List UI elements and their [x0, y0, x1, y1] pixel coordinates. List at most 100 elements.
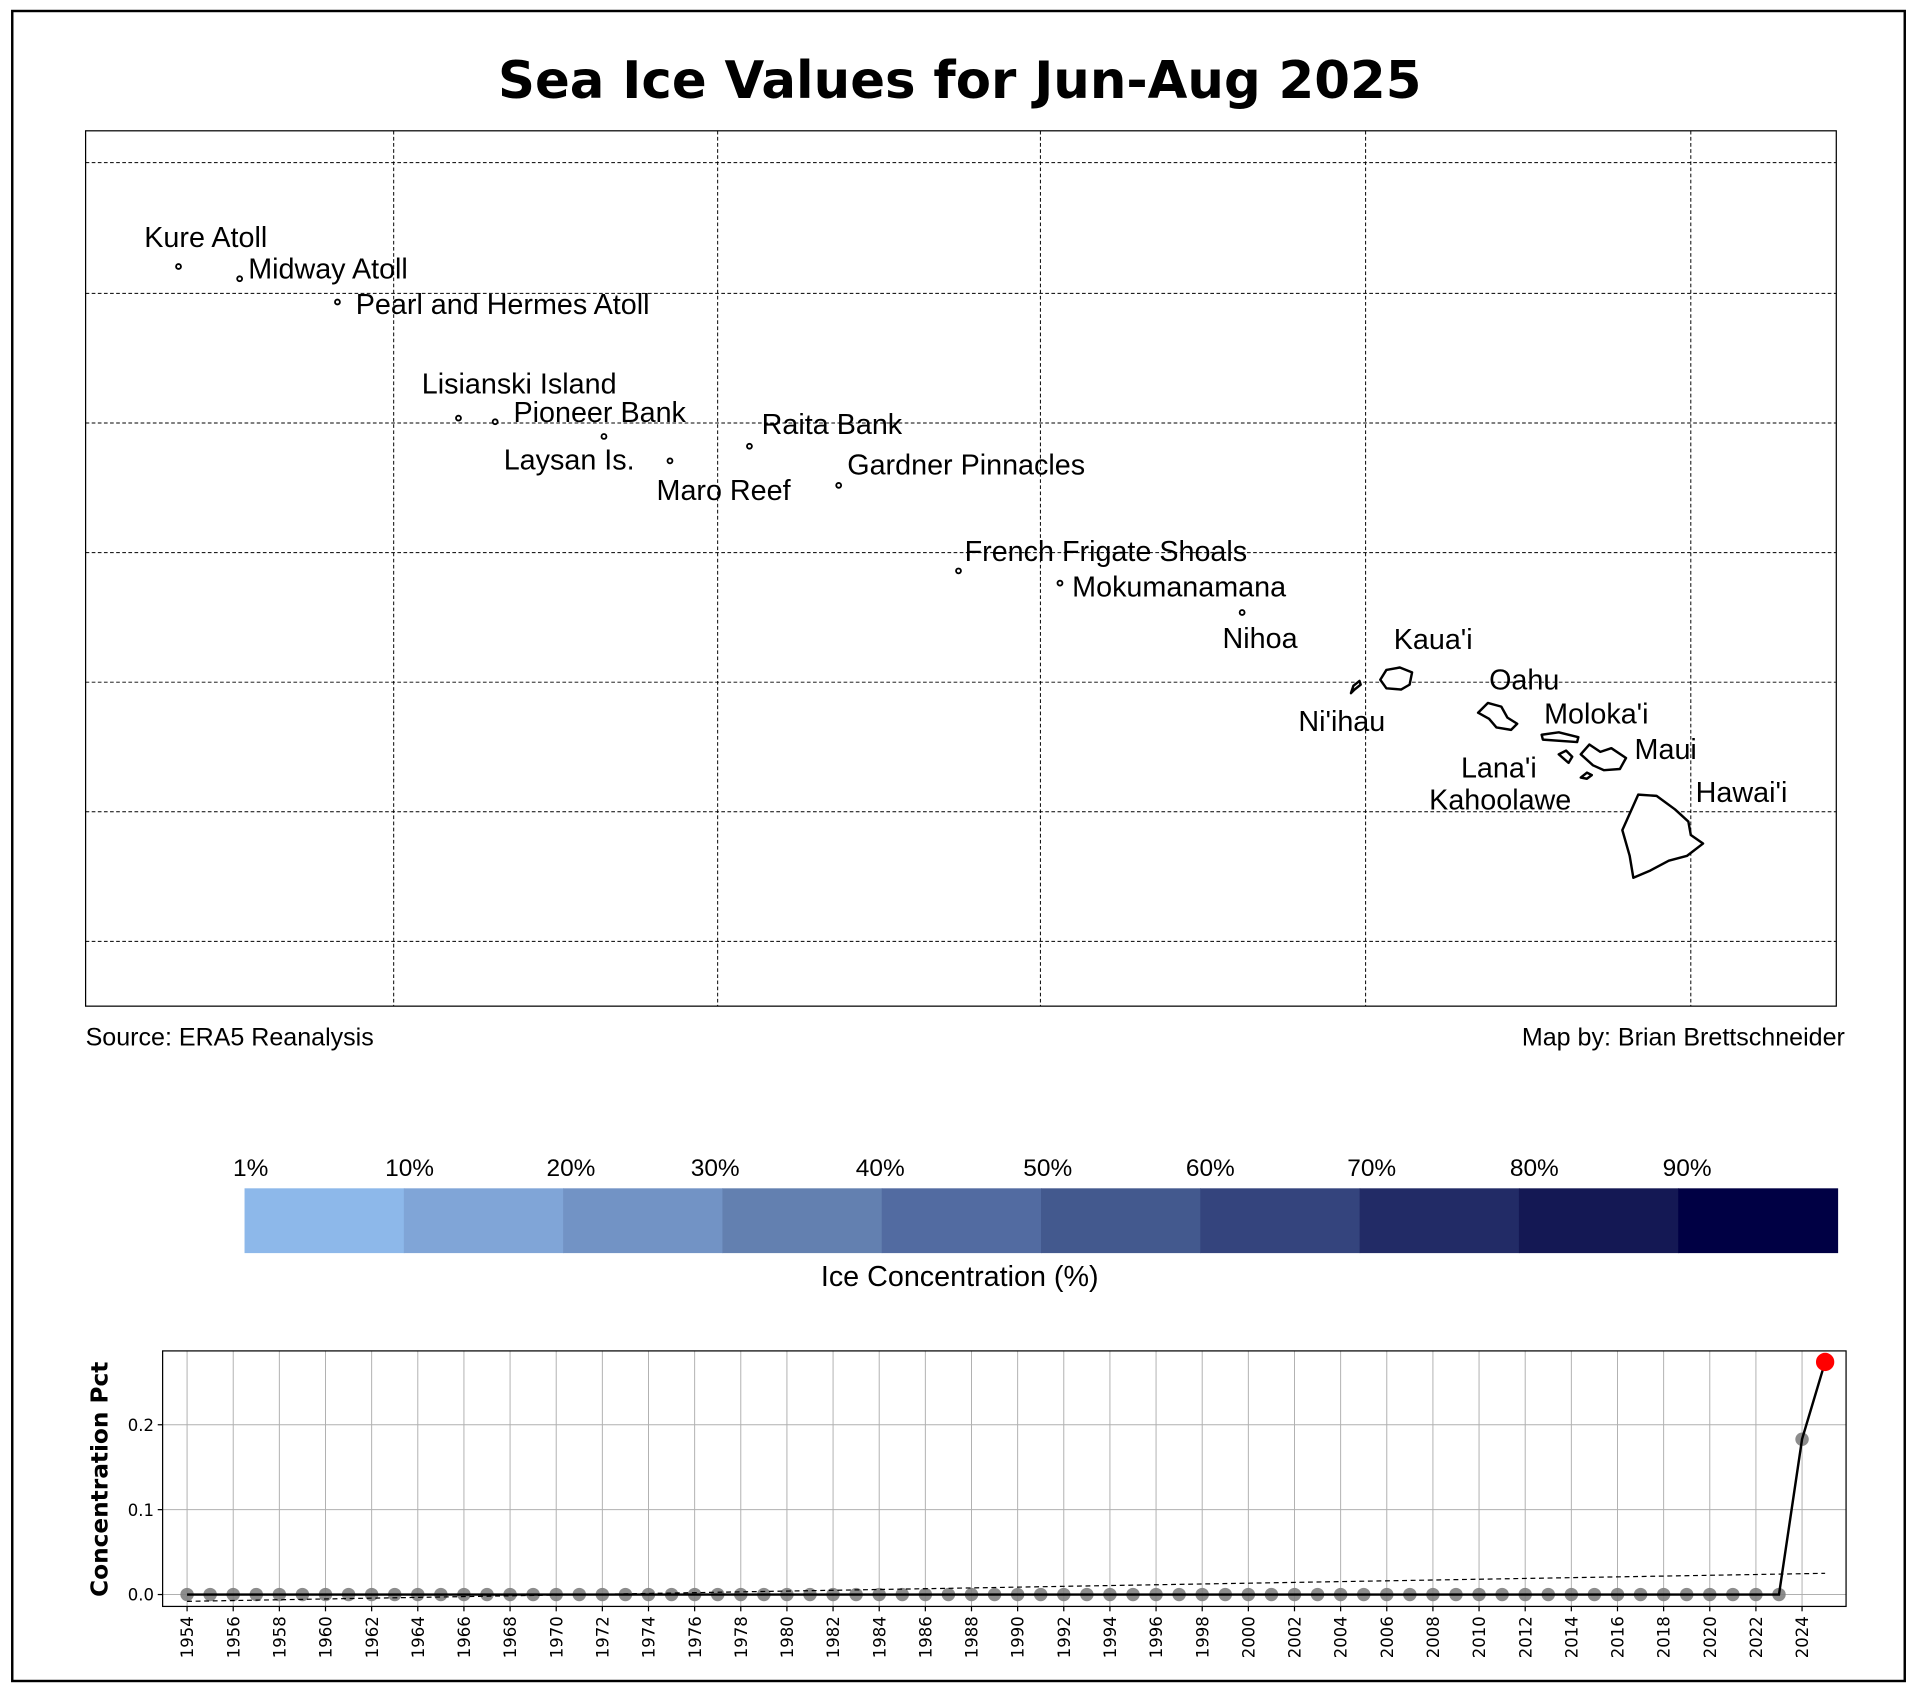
colorbar-tick-label: 50%: [1023, 1155, 1072, 1182]
x-tick-label: 1970: [547, 1616, 566, 1658]
colorbar-segment: [722, 1188, 883, 1254]
colorbar-tick-label: 1%: [233, 1155, 268, 1182]
x-tick-label: 2006: [1378, 1616, 1397, 1658]
y-tick-label: 0.1: [128, 1501, 154, 1520]
label-niihau: Ni'ihau: [1298, 706, 1385, 738]
colorbar-segment: [403, 1188, 564, 1254]
label-lisianski: Lisianski Island: [422, 369, 617, 401]
x-tick-label: 2008: [1424, 1616, 1443, 1658]
x-tick-label: 1998: [1193, 1616, 1212, 1658]
chart-area: [162, 1350, 1847, 1607]
x-tick-label: 2016: [1609, 1616, 1628, 1658]
series-line: [187, 1361, 1827, 1596]
colorbar-segment: [563, 1188, 724, 1254]
x-tick-label: 1974: [640, 1616, 659, 1658]
island-maui: [1579, 743, 1628, 772]
x-tick-label: 1962: [363, 1616, 382, 1658]
colorbar-segment: [1200, 1188, 1361, 1254]
colorbar-segment: [1359, 1188, 1520, 1254]
x-tick-label: 1982: [824, 1616, 843, 1658]
label-midway-atoll: Midway Atoll: [248, 254, 408, 286]
label-maui: Maui: [1635, 734, 1697, 766]
label-pioneer-bank: Pioneer Bank: [513, 397, 686, 429]
x-tick-label: 1988: [963, 1616, 982, 1658]
label-french-frigate: French Frigate Shoals: [965, 536, 1248, 568]
label-gardner: Gardner Pinnacles: [847, 449, 1085, 481]
label-oahu: Oahu: [1489, 665, 1559, 697]
x-tick-label: 1978: [732, 1616, 751, 1658]
x-tick-label: 2004: [1332, 1616, 1351, 1658]
x-tick-label: 1992: [1055, 1616, 1074, 1658]
x-tick-label: 2018: [1655, 1616, 1674, 1658]
x-tick-label: 1958: [270, 1616, 289, 1658]
credit-note: Map by: Brian Brettschneider: [1522, 1023, 1845, 1051]
map-frame: [84, 130, 1837, 1007]
colorbar-label: Ice Concentration (%): [821, 1261, 1099, 1293]
island-kahoolawe: [1579, 771, 1593, 780]
x-tick-label: 2002: [1286, 1616, 1305, 1658]
colorbar-tick-label: 20%: [546, 1155, 595, 1182]
colorbar-segment: [1678, 1188, 1839, 1254]
x-tick-label: 2014: [1562, 1616, 1581, 1658]
island-niihau: [1349, 679, 1362, 695]
x-tick-label: 1984: [870, 1616, 889, 1658]
place-labels: Kure Atoll Midway Atoll Pearl and Hermes…: [144, 222, 1787, 816]
label-molokai: Moloka'i: [1544, 699, 1648, 731]
label-kahoolawe: Kahoolawe: [1429, 784, 1571, 816]
island-kauai: [1379, 666, 1414, 691]
x-tick-label: 1980: [778, 1616, 797, 1658]
island-molokai: [1540, 731, 1580, 744]
x-tick-label: 1964: [409, 1616, 428, 1658]
colorbar-segment: [1518, 1188, 1679, 1254]
colorbar-tick-label: 60%: [1186, 1155, 1235, 1182]
colorbar-tick-label: 90%: [1663, 1155, 1712, 1182]
x-tick-label: 2000: [1239, 1616, 1258, 1658]
chart-frame: [162, 1350, 1847, 1608]
data-point: [180, 1587, 194, 1602]
island-hawaii: [1621, 793, 1705, 880]
y-tick-label: 0.0: [128, 1586, 154, 1605]
label-pearl-hermes: Pearl and Hermes Atoll: [356, 289, 650, 321]
label-maro-reef: Maro Reef: [657, 475, 792, 507]
colorbar-segment: [1041, 1188, 1201, 1254]
timeseries-chart: 1954 1956 1958 1960 1962 1964 1966 1968 1970 1972…: [128, 1350, 1847, 1658]
label-nihoa: Nihoa: [1223, 623, 1298, 655]
label-mokumanamana: Mokumanamana: [1072, 572, 1286, 604]
main-islands: [1349, 666, 1705, 880]
colorbar-segment: [881, 1188, 1042, 1254]
trend-line: [187, 1572, 1826, 1602]
x-tick-label: 1994: [1101, 1616, 1120, 1658]
colorbar: 1% 10% 20% 30% 40% 50% 60% 70% 80% 90%: [233, 1155, 1839, 1254]
label-laysan: Laysan Is.: [504, 444, 635, 476]
x-tick-label: 1996: [1147, 1616, 1166, 1658]
x-tick-label: 1968: [501, 1616, 520, 1658]
colorbar-tick-label: 70%: [1347, 1155, 1396, 1182]
highlight-point: [1815, 1352, 1835, 1372]
x-tick-label: 1972: [593, 1616, 612, 1658]
label-kauai: Kaua'i: [1394, 624, 1473, 656]
page-title: Sea Ice Values for Jun-Aug 2025: [498, 51, 1421, 111]
colorbar-segment: [244, 1188, 405, 1254]
x-tick-label: 1960: [317, 1616, 336, 1658]
x-tick-label: 2024: [1793, 1616, 1812, 1658]
source-note: Source: ERA5 Reanalysis: [86, 1023, 374, 1051]
x-tick-label: 1976: [686, 1616, 705, 1658]
label-raita-bank: Raita Bank: [762, 409, 903, 441]
x-tick-label: 2020: [1701, 1616, 1720, 1658]
island-lanai: [1557, 749, 1574, 765]
x-tick-label: 2022: [1747, 1616, 1766, 1658]
colorbar-tick-label: 10%: [385, 1155, 434, 1182]
map-gridlines: [85, 130, 1837, 1007]
x-tick-label: 2010: [1470, 1616, 1489, 1658]
x-tick-label: 1966: [455, 1616, 474, 1658]
chart-ylabel: Concentration Pct: [87, 1362, 114, 1597]
x-tick-label: 1954: [178, 1616, 197, 1658]
x-tick-label: 1986: [916, 1616, 935, 1658]
x-tick-label: 1990: [1009, 1616, 1028, 1658]
x-tick-label: 1956: [224, 1616, 243, 1658]
y-tick-label: 0.2: [128, 1416, 154, 1435]
map-panel: Kure Atoll Midway Atoll Pearl and Hermes…: [84, 130, 1845, 1051]
colorbar-tick-label: 40%: [856, 1155, 905, 1182]
colorbar-tick-label: 80%: [1510, 1155, 1559, 1182]
